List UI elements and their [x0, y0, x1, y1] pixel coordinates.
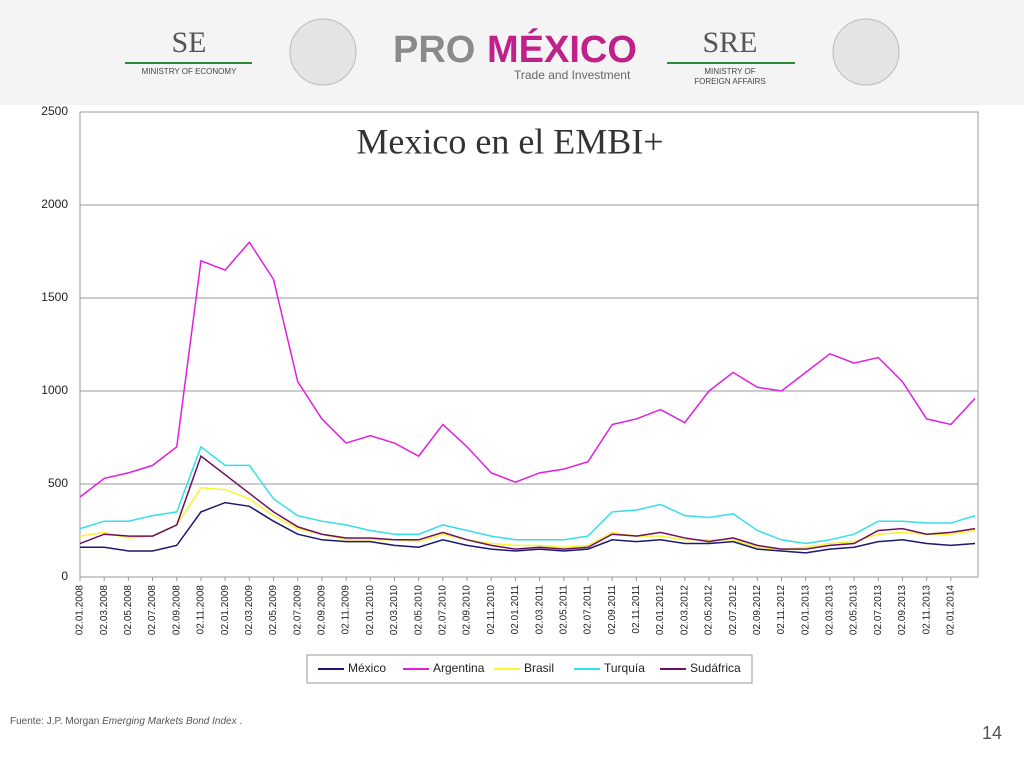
x-tick-label: 02.11.2008: [196, 585, 207, 635]
y-tick-label: 1500: [41, 290, 68, 304]
x-tick-label: 02.03.2011: [534, 585, 545, 635]
x-tick-label: 02.09.2011: [607, 585, 618, 635]
x-tick-label: 02.01.2013: [800, 585, 811, 635]
x-tick-label: 02.05.2012: [704, 585, 715, 635]
x-tick-label: 02.07.2011: [583, 585, 594, 635]
x-tick-label: 02.09.2012: [752, 585, 763, 635]
mexico-logo: MÉXICO: [487, 27, 637, 71]
x-tick-label: 02.07.2008: [147, 585, 158, 635]
source: Fuente: J.P. Morgan Emerging Markets Bon…: [10, 716, 242, 727]
source-end: .: [239, 716, 242, 727]
legend: México Argentina Brasil Turquía Sudáfrica: [318, 661, 741, 675]
y-tick-label: 0: [61, 569, 68, 583]
x-tick-label: 02.05.2010: [413, 585, 424, 635]
x-tick-label: 02.01.2010: [365, 585, 376, 635]
seal: [289, 18, 357, 86]
x-tick-label: 02.11.2010: [486, 585, 497, 635]
y-tick-label: 2000: [41, 197, 68, 211]
x-tick-label: 02.07.2012: [728, 585, 739, 635]
x-tick-label: 02.05.2013: [849, 585, 860, 635]
x-tick-label: 02.03.2012: [679, 585, 690, 635]
x-tick-label: 02.03.2013: [825, 585, 836, 635]
x-tick-label: 02.09.2010: [462, 585, 473, 635]
legend-label: Argentina: [433, 661, 485, 675]
y-tick-label: 500: [48, 476, 68, 490]
grid: [80, 111, 978, 578]
series-line: [80, 501, 976, 554]
x-tick-label: 02.03.2010: [389, 585, 400, 635]
x-tick-label: 02.03.2008: [99, 585, 110, 635]
x-tick-label: 02.01.2014: [945, 585, 956, 635]
source-text: Fuente: J.P. Morgan: [10, 716, 99, 727]
series-line: [79, 486, 976, 550]
x-tick-label: 02.05.2008: [123, 585, 134, 635]
se-logo: SE: [171, 26, 206, 59]
sre-sub: FOREIGN AFFAIRS: [694, 77, 766, 86]
sre-logo: SRE: [702, 26, 757, 59]
series-line: [79, 240, 976, 498]
se-sub: MINISTRY OF ECONOMY: [142, 67, 237, 76]
x-tick-label: 02.03.2009: [244, 585, 255, 635]
x-tick-label: 02.01.2012: [655, 585, 666, 635]
x-tick-label: 02.05.2009: [268, 585, 279, 635]
y-tick-label: 1000: [41, 383, 68, 397]
legend-label: Brasil: [524, 661, 554, 675]
x-tick-label: 02.11.2011: [631, 585, 642, 634]
series-line: [79, 445, 976, 545]
sre-sub: MINISTRY OF: [704, 67, 755, 76]
y-tick-label: 2500: [41, 104, 68, 118]
chart-title: Mexico en el EMBI+: [356, 121, 663, 161]
x-tick-label: 02.07.2010: [437, 585, 448, 635]
source-italic: Emerging Markets Bond Index: [102, 716, 238, 727]
x-tick-label: 02.09.2009: [317, 585, 328, 635]
x-tick-label: 02.11.2012: [776, 585, 787, 635]
legend-label: Sudáfrica: [690, 661, 741, 675]
x-tick-label: 02.01.2008: [75, 585, 86, 635]
x-tick-label: 02.11.2013: [921, 585, 932, 635]
x-tick-label: 02.09.2008: [171, 585, 182, 635]
x-tick-label: 02.09.2013: [897, 585, 908, 635]
seal: [832, 18, 900, 86]
axes: 0 500 1000 1500 2000 2500 02.01.2008 02.03.2008…: [41, 104, 956, 635]
lines: [79, 240, 976, 554]
pro-logo: PRO: [393, 29, 475, 71]
x-tick-label: 02.07.2013: [873, 585, 884, 635]
tagline: Trade and Investment: [514, 68, 631, 82]
legend-label: Turquía: [604, 661, 645, 675]
x-tick-label: 02.11.2009: [341, 585, 352, 635]
x-tick-label: 02.05.2011: [558, 585, 569, 635]
page-number: 14: [982, 723, 1002, 743]
legend-label: México: [348, 661, 386, 675]
x-tick-label: 02.01.2011: [510, 585, 521, 635]
x-tick-label: 02.01.2009: [220, 585, 231, 635]
series-line: [79, 454, 976, 550]
x-tick-label: 02.07.2009: [292, 585, 303, 635]
